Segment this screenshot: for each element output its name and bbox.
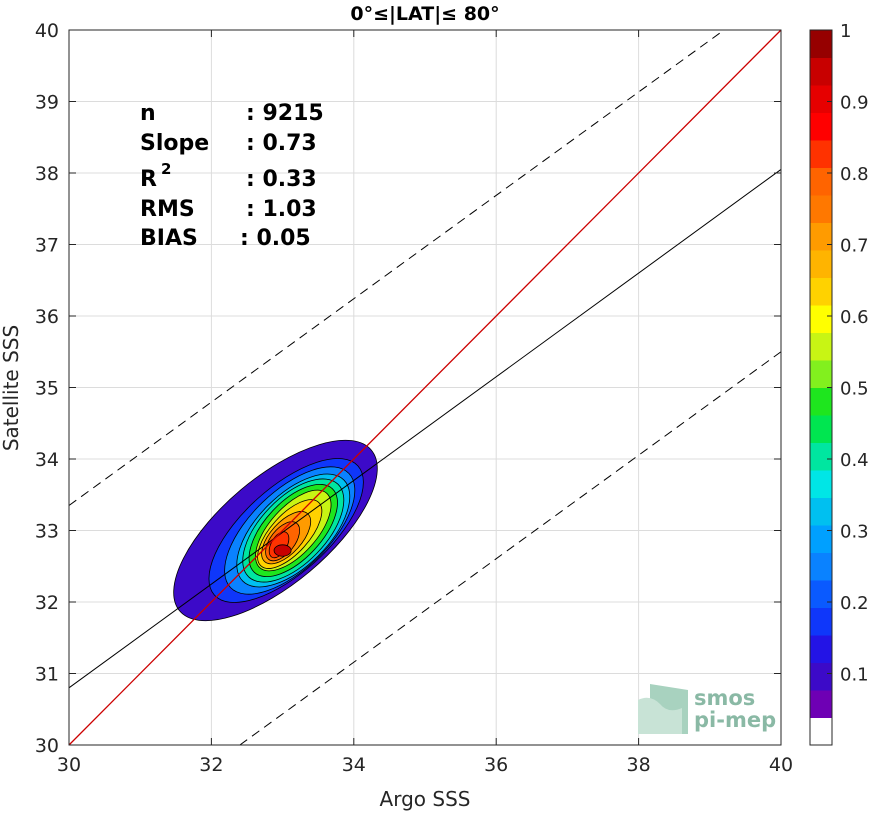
x-tick-label: 34 — [342, 754, 366, 776]
colorbar-segment — [810, 332, 832, 361]
reference-lines — [68, 29, 782, 746]
colorbar-segment — [810, 250, 832, 278]
colorbar-tick-label: 1 — [840, 21, 851, 42]
axis-ticks: 30 32 34 36 38 40 30 31 32 33 34 35 36 37 38 39 40 — [35, 20, 793, 776]
x-tick-label: 36 — [484, 754, 508, 776]
y-tick-label: 33 — [35, 521, 59, 543]
colorbar: 0.1 0.2 0.3 0.4 0.5 0.6 0.7 0.8 0.9 1 — [809, 21, 869, 746]
stat-label-superscript: 2 — [161, 160, 171, 178]
colorbar-tick-label: 0.9 — [840, 93, 869, 114]
stat-value-rms: : 1.03 — [246, 197, 317, 222]
colorbar-segment — [810, 360, 832, 388]
colorbar-segment — [810, 717, 832, 746]
colorbar-segment — [810, 497, 832, 526]
x-tick-label: 40 — [769, 754, 793, 776]
dashed-bound-line-2 — [239, 351, 782, 746]
regression-line — [68, 169, 782, 689]
y-tick-label: 37 — [35, 235, 59, 257]
stat-label-slope: Slope — [140, 131, 209, 156]
colorbar-segment — [810, 305, 832, 333]
colorbar-segment — [810, 30, 832, 58]
logo-text-line2: pi-mep — [694, 708, 776, 732]
colorbar-segment — [810, 662, 832, 691]
colorbar-segment — [810, 635, 832, 663]
stat-label-n: n — [140, 101, 156, 126]
x-tick-label: 38 — [627, 754, 651, 776]
colorbar-segment — [810, 525, 832, 553]
colorbar-segment — [810, 167, 832, 196]
colorbar-segment — [810, 442, 832, 471]
y-tick-label: 40 — [35, 20, 59, 42]
colorbar-segment — [810, 222, 832, 251]
colorbar-segment — [810, 387, 832, 416]
colorbar-segment — [810, 552, 832, 581]
colorbar-segment — [810, 690, 832, 718]
smos-pi-mep-logo: smos pi-mep — [638, 684, 776, 734]
stat-label-bias: BIAS — [140, 226, 198, 251]
x-tick-label: 30 — [57, 754, 81, 776]
colorbar-tick-label: 0.3 — [840, 522, 869, 543]
x-tick-label: 32 — [199, 754, 223, 776]
colorbar-segment — [810, 140, 832, 168]
y-tick-label: 30 — [35, 735, 59, 757]
y-tick-label: 36 — [35, 306, 59, 328]
y-tick-label: 38 — [35, 163, 59, 185]
stat-value-bias: : 0.05 — [240, 226, 311, 251]
colorbar-tick-label: 0.5 — [840, 379, 869, 400]
colorbar-segment — [810, 277, 832, 306]
x-axis-label: Argo SSS — [380, 787, 471, 811]
y-tick-label: 32 — [35, 592, 59, 614]
stat-label-rms: RMS — [140, 197, 195, 222]
stat-value-n: : 9215 — [246, 101, 324, 126]
stat-value-r: : 0.33 — [246, 167, 317, 192]
y-tick-label: 31 — [35, 664, 59, 686]
stat-label-r: R — [140, 167, 157, 192]
y-tick-label: 34 — [35, 449, 59, 471]
colorbar-segment — [810, 112, 832, 141]
y-axis-label: Satellite SSS — [0, 325, 23, 451]
identity-line — [68, 29, 782, 746]
colorbar-tick-label: 0.8 — [840, 164, 869, 185]
colorbar-segment — [810, 85, 832, 113]
stat-value-slope: : 0.73 — [246, 131, 317, 156]
density-contour-95 — [273, 544, 292, 557]
y-tick-label: 39 — [35, 92, 59, 114]
colorbar-segment — [810, 470, 832, 498]
colorbar-segment — [810, 607, 832, 636]
logo-text-line1: smos — [694, 686, 755, 710]
chart-title: 0°≤|LAT|≤ 80° — [350, 3, 499, 25]
colorbar-segment — [810, 57, 832, 86]
colorbar-tick-label: 0.2 — [840, 593, 869, 614]
colorbar-tick-label: 0.1 — [840, 665, 869, 686]
stats-box: n : 9215 Slope : 0.73 R 2 : 0.33 RMS : 1.03 BIAS:… — [140, 101, 324, 251]
colorbar-tick-label: 0.4 — [840, 450, 869, 471]
colorbar-tick-label: 0.6 — [840, 307, 869, 328]
colorbar-segment — [810, 580, 832, 608]
y-tick-label: 35 — [35, 378, 59, 400]
colorbar-segment — [810, 195, 832, 223]
logo-mark-wave-icon — [638, 697, 682, 734]
colorbar-tick-label: 0.7 — [840, 236, 869, 257]
colorbar-segment — [810, 415, 832, 443]
